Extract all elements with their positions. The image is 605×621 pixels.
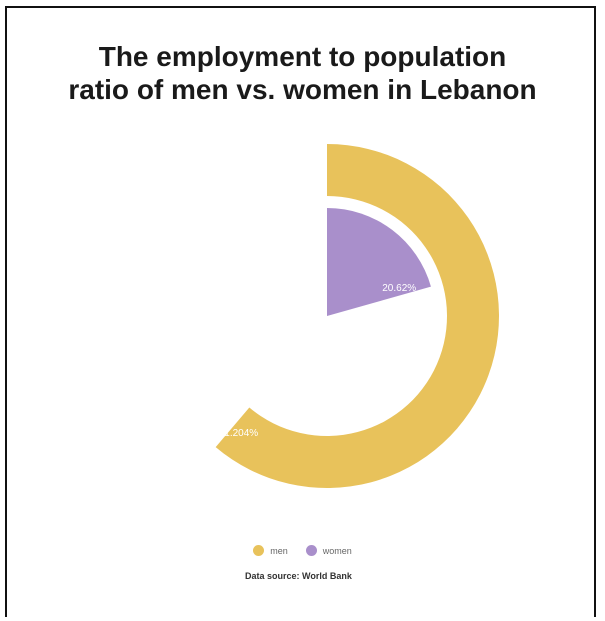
chart-title-line-2: ratio of men vs. women in Lebanon: [68, 74, 537, 105]
bar-women[interactable]: [327, 208, 431, 316]
legend-label-men: men: [270, 545, 288, 556]
legend: men women: [0, 545, 605, 556]
chart-title: The employment to population ratio of me…: [0, 40, 605, 106]
chart-title-line-1: The employment to population: [98, 41, 507, 72]
data-label-women: 20.62%: [382, 283, 416, 294]
data-label-men: 61.204%: [219, 428, 259, 439]
legend-item-women[interactable]: women: [305, 545, 352, 556]
legend-item-men[interactable]: men: [253, 545, 288, 556]
legend-swatch-women: [305, 545, 317, 556]
legend-label-women: women: [322, 545, 352, 556]
data-source: Data source: World Bank: [245, 571, 352, 581]
legend-swatch-men: [253, 545, 265, 556]
bar-men[interactable]: [215, 144, 500, 488]
